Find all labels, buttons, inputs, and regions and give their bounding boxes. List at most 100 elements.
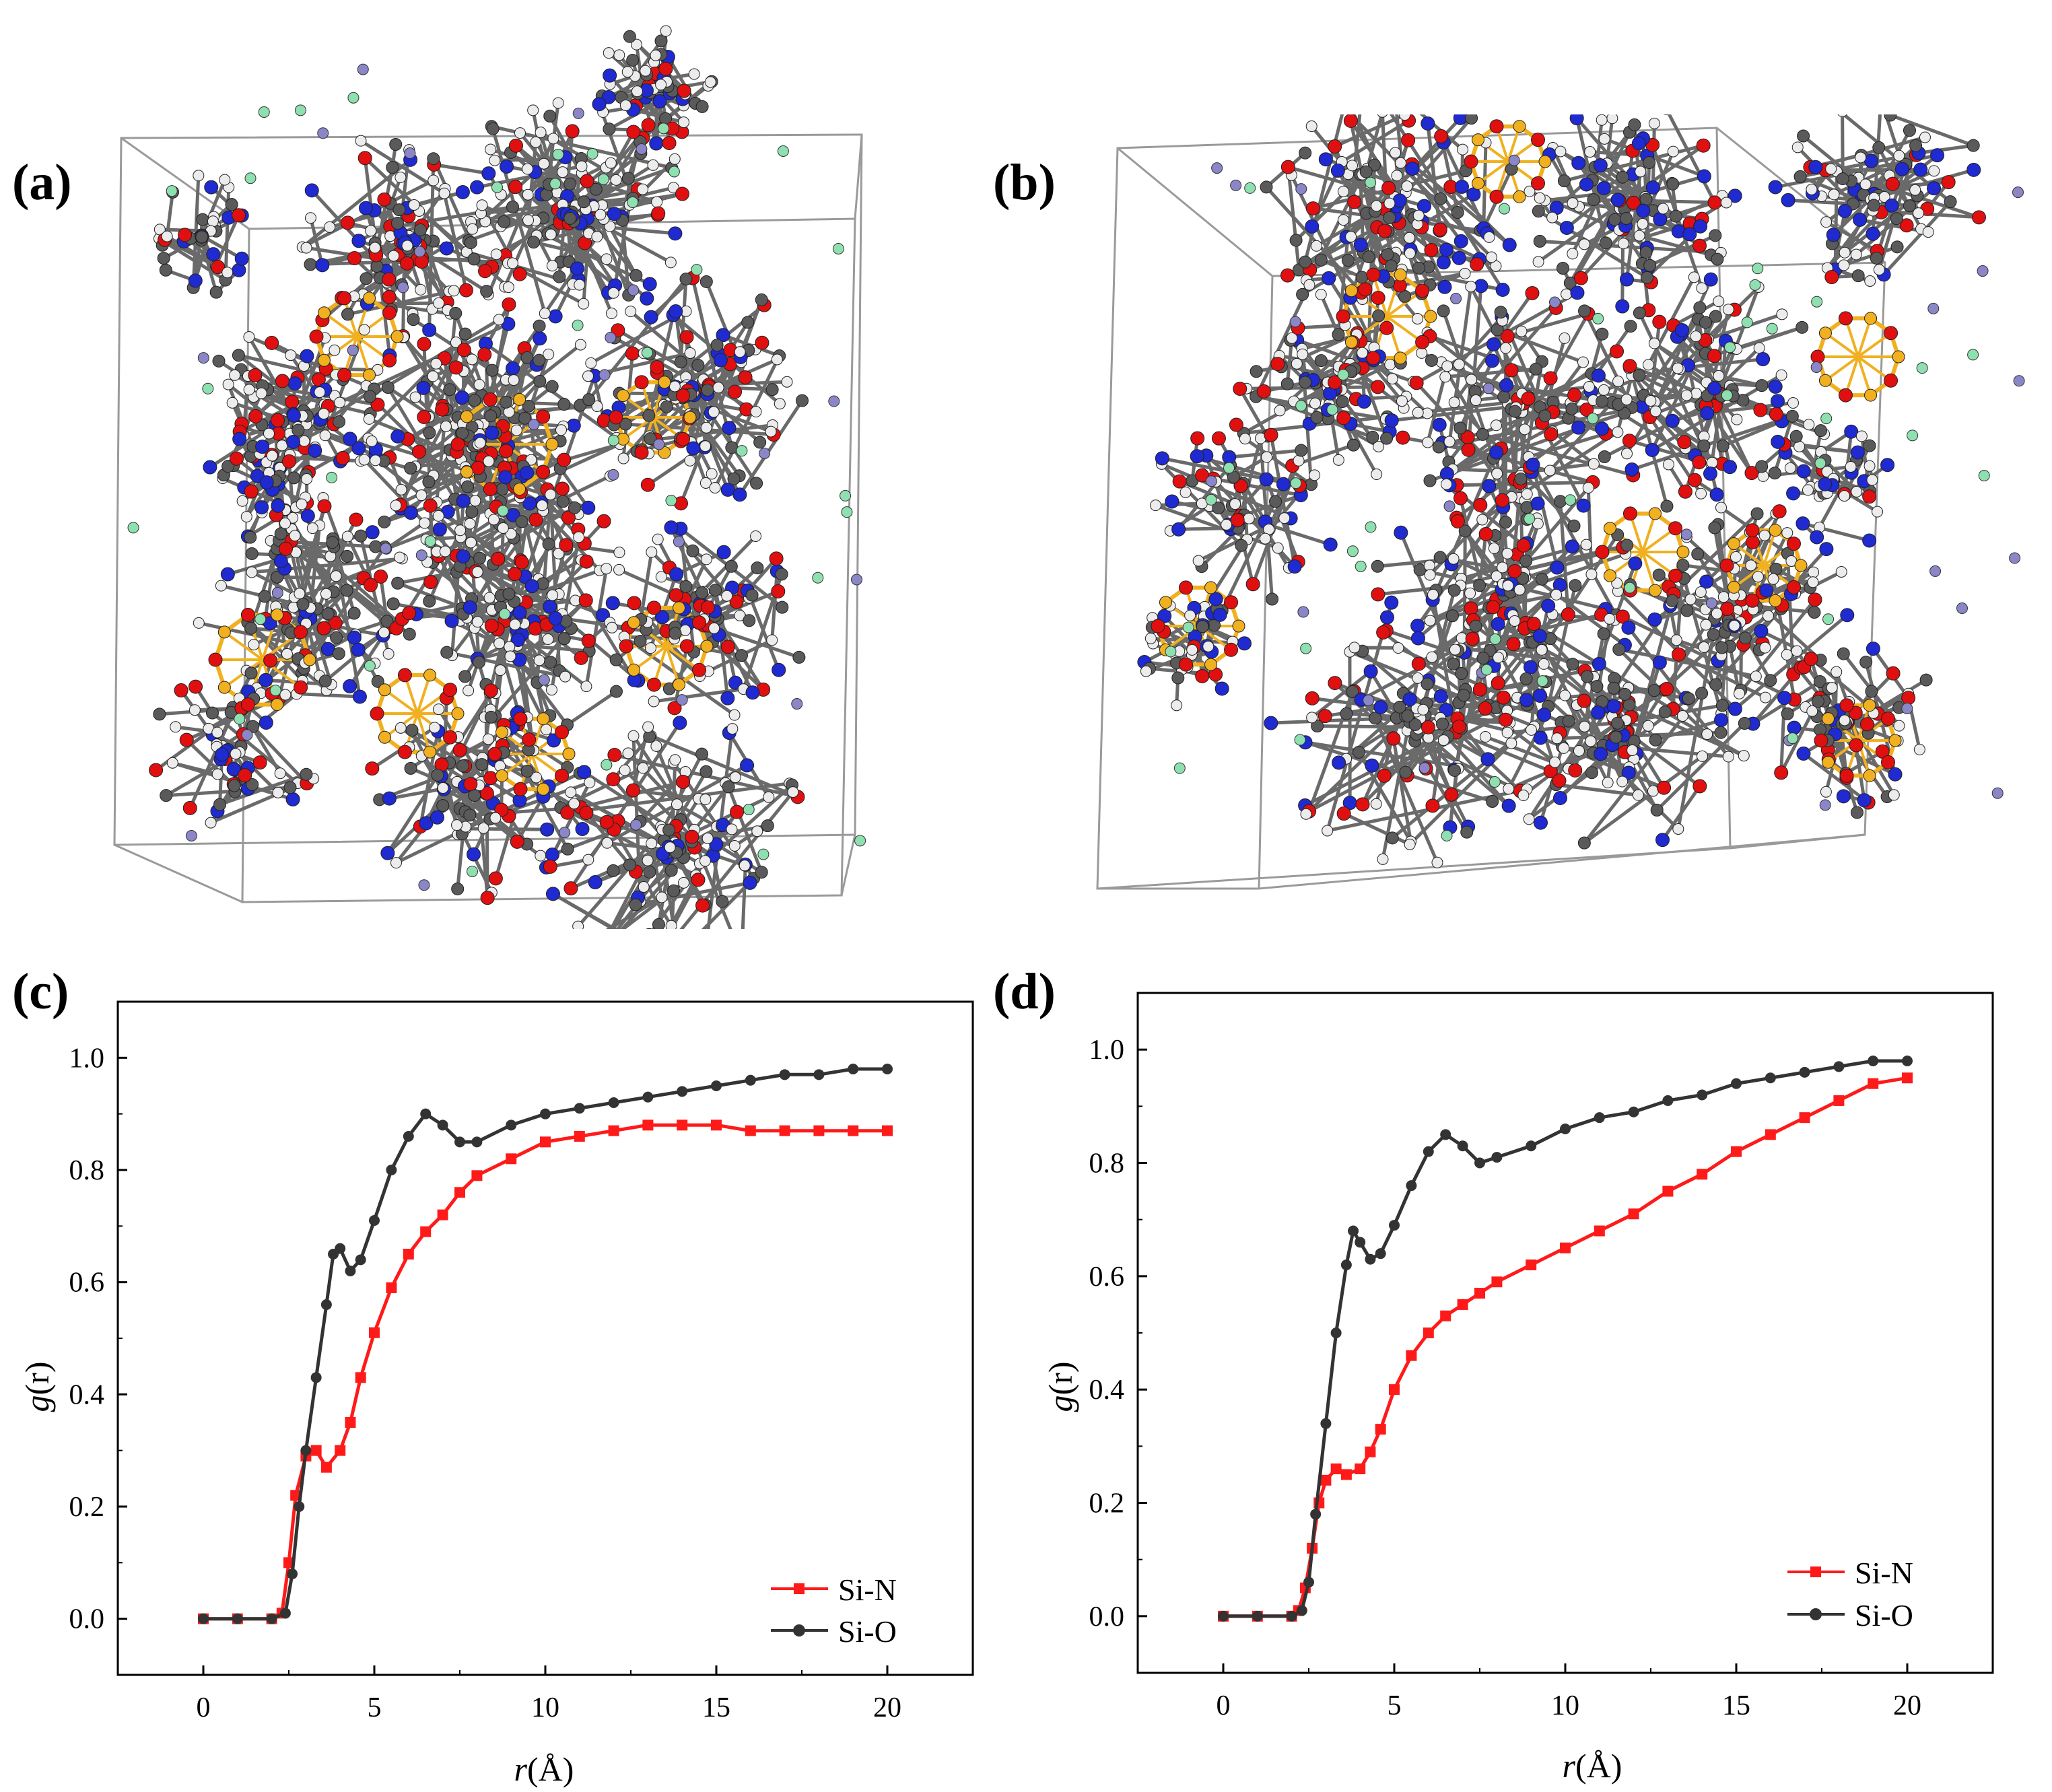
atom	[395, 722, 407, 734]
atom	[1289, 234, 1303, 247]
atom	[1347, 195, 1362, 209]
atom	[577, 765, 592, 780]
atom	[1256, 384, 1271, 399]
atom	[443, 383, 456, 397]
atom	[1412, 312, 1424, 324]
x-axis-label-d: r(Å)	[1563, 1747, 1622, 1785]
atom	[341, 530, 353, 543]
atom	[1541, 598, 1556, 613]
data-point-si-n	[1662, 1185, 1674, 1197]
atom	[1598, 133, 1610, 145]
atom	[1310, 411, 1324, 424]
atom	[232, 349, 245, 362]
ion	[1508, 154, 1520, 166]
atom	[542, 537, 555, 551]
data-point-si-n	[437, 1209, 448, 1220]
atom	[674, 355, 687, 369]
atom	[1450, 514, 1465, 528]
atom	[1579, 720, 1591, 732]
atom	[1755, 379, 1769, 392]
x-tick-label: 0	[1217, 1690, 1231, 1721]
atom	[485, 425, 500, 440]
atom	[1591, 705, 1606, 720]
atom	[1366, 430, 1379, 444]
atom	[662, 135, 677, 150]
atom	[193, 617, 205, 629]
atom	[351, 642, 366, 657]
atom	[1486, 795, 1499, 808]
silica-atom	[240, 607, 255, 622]
atom	[456, 549, 471, 563]
atom	[522, 496, 537, 511]
atom	[1184, 609, 1196, 621]
atom	[1557, 174, 1571, 188]
atom	[213, 798, 227, 811]
ion	[1230, 179, 1242, 191]
atom	[699, 440, 712, 452]
atom	[1886, 666, 1901, 681]
atom	[1441, 360, 1454, 372]
atom	[1380, 432, 1394, 445]
silica-atom	[240, 697, 255, 712]
atom	[1826, 682, 1838, 694]
atom	[455, 390, 470, 405]
data-point-si-o	[198, 1613, 209, 1624]
atom	[772, 662, 786, 677]
atom	[298, 435, 310, 447]
atom	[259, 673, 273, 687]
atom	[160, 789, 173, 802]
atom	[1556, 261, 1569, 275]
atom	[1612, 643, 1626, 656]
atom	[1318, 709, 1332, 724]
ion	[1524, 513, 1536, 525]
atom	[229, 369, 241, 381]
atom	[643, 865, 656, 878]
atom	[1425, 353, 1438, 367]
atom	[471, 460, 485, 475]
series-c	[198, 1064, 893, 1624]
data-point-si-o	[779, 1069, 790, 1080]
data-point-si-o	[642, 1091, 654, 1103]
x-tick-label: 5	[368, 1692, 382, 1723]
atom	[188, 273, 203, 288]
silica-atom	[317, 353, 331, 367]
atom	[579, 554, 594, 569]
atom	[1436, 718, 1449, 731]
ion	[552, 148, 564, 160]
atom	[1332, 755, 1346, 770]
atom	[1680, 389, 1692, 401]
atom	[1880, 458, 1895, 473]
atom	[1437, 279, 1452, 294]
atom	[1412, 209, 1425, 221]
silica-atom	[692, 615, 707, 630]
atom	[1305, 219, 1320, 234]
atom	[1424, 569, 1436, 581]
atom	[1461, 442, 1476, 457]
atom	[739, 860, 751, 872]
atom	[642, 854, 654, 866]
data-point-si-o	[1731, 1078, 1742, 1089]
atom	[1796, 746, 1811, 761]
atom	[252, 755, 267, 770]
legend-label-si-o-c: Si-O	[838, 1614, 897, 1649]
atom	[487, 514, 500, 526]
atom	[1692, 238, 1707, 253]
atom	[493, 314, 505, 326]
series-line-si-n	[203, 1123, 887, 1621]
y-tick-label: 0.2	[69, 1492, 105, 1523]
silica-atom	[363, 291, 376, 305]
atom	[1731, 413, 1743, 425]
atom	[654, 34, 668, 48]
atom	[320, 588, 332, 600]
atom	[324, 221, 336, 233]
ion	[1624, 582, 1636, 594]
atom	[1171, 522, 1186, 537]
ion	[1741, 316, 1753, 329]
atom	[1652, 314, 1667, 329]
atom	[642, 277, 657, 291]
atom	[596, 514, 611, 528]
data-point-si-o	[454, 1136, 465, 1148]
atom	[408, 199, 420, 211]
atom	[1260, 180, 1273, 194]
atom	[1322, 271, 1336, 285]
